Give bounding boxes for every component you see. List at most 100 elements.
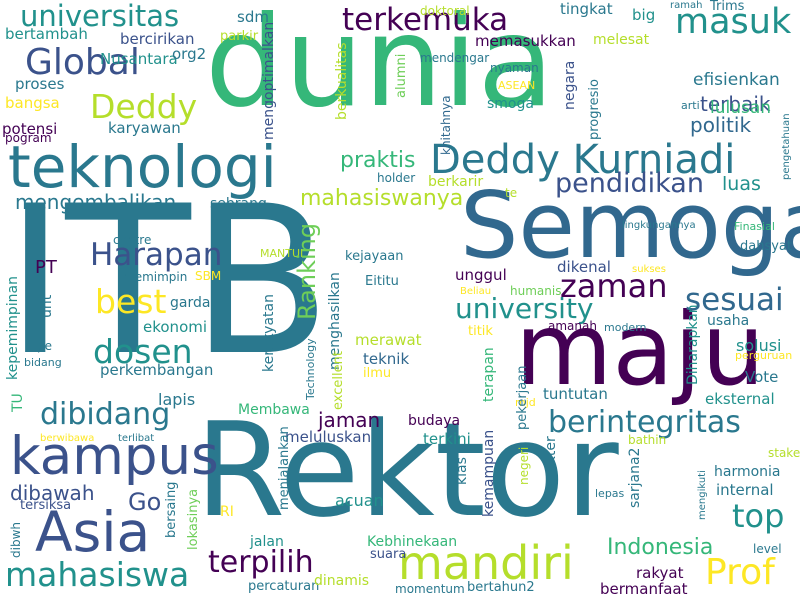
word-rektor: Rektor [195,394,619,546]
word-terpilih: terpilih [208,545,314,580]
word-top: top [732,497,785,535]
word-efisienkan: efisienkan [693,70,780,90]
word-negeri: negeri [517,446,531,485]
word-best: best [95,282,167,321]
word-menjalankan: menjalankan [277,426,292,510]
word-doktoral: doktoral [420,4,470,18]
word-percaturan: percaturan [248,579,320,594]
word-proses: proses [15,75,65,93]
word-sebrang: sebrang [210,196,267,212]
word-bertambah: bertambah [5,25,88,43]
word-budaya: budaya [408,413,461,429]
word-unggul: unggul [455,266,507,284]
word-dinamis: dinamis [314,573,370,589]
word-bangsa: bangsa [5,94,60,112]
word-holder: holder [377,171,416,185]
word-harapan: Harapan [90,237,223,273]
word-mendengar: mendengar [420,51,490,65]
word-eksternal: eksternal [705,390,775,408]
word-arti: arti [681,99,700,112]
word-zaman: zaman [560,267,668,305]
word-level: level [753,542,782,556]
word-deddy: Deddy [90,87,198,126]
word-klas: klas [454,457,470,485]
word-lulusan: lulusan [710,98,772,118]
word-pogram: pogram [5,131,52,145]
word-mengikuti: mengikuti [697,470,708,520]
word-ekonomi: ekonomi [143,318,208,336]
word-amanah: amanah [548,319,597,333]
word-alumni: alumni [394,53,409,98]
word-karyawan: karyawan [108,119,181,137]
word-finasial: Finasial [734,220,775,233]
word-teknik: teknik [363,350,410,368]
word-dosen: dosen [93,332,193,371]
word-luas: luas [722,173,761,195]
word-praktis: praktis [340,148,416,173]
word-acuan: acuan [335,491,384,510]
word-berintegritas: berintegritas [548,405,741,440]
word-jalan: jalan [250,534,284,550]
word-bidang: bidang [24,356,62,369]
word-rakyat: rakyat [636,564,684,582]
word-unt: unt [39,294,55,318]
word-momentum: momentum [395,582,465,596]
word-bersaing: bersaing [164,481,179,538]
word-kepemimpinan: kepemimpinan [5,276,21,380]
word-mandiri: mandiri [398,536,574,590]
word-dahsyat: dahsyat [740,239,792,254]
word-mahasiswanya: mahasiswanya [300,186,464,211]
word-mengoptimalkan: mengoptimalkan [261,21,277,140]
word-sesuai: sesuai [685,282,784,318]
word-indonesia: Indonesia [607,535,714,560]
word-bercirikan: bercirikan [120,30,195,48]
word-berwibawa: berwibawa [40,433,95,444]
word-membawa: Membawa [238,402,310,418]
word-jaman: jaman [318,408,381,432]
word-technology: Technology [304,338,317,400]
word-perkembangan: perkembangan [100,361,214,379]
word-garda: garda [170,295,211,311]
word-pengetahuan: pengetahuan [781,113,792,180]
word-perguruan: perguruan [735,349,793,362]
word-progresio: progresio [587,79,602,140]
word-asean: ASEAN [498,79,536,92]
word-parkir: parkir [220,29,259,44]
word-dibawah: dibawah [10,481,95,505]
word-terbaik: terbaik [700,92,771,116]
word-lingkungannya: lingkungannya [622,220,696,231]
word-beliau: Beliau [460,286,492,297]
word-lokasinya: lokasinya [186,488,201,550]
word-masuk: masuk [675,2,792,42]
word-khitahnya: khitahnya [439,95,453,155]
word-big: big [632,6,656,24]
word-lapis: lapis [158,390,196,409]
word-berkualitas: berkualitas [334,42,350,120]
word-maju: maju [515,291,765,408]
word-terlibat: terlibat [118,433,155,444]
word-harmonia: harmonia [714,464,781,480]
word-potensi: potensi [2,120,58,138]
word-trims: Trims [710,0,745,14]
word-deddy-kurniadi: Deddy Kurniadi [430,137,736,183]
word-suara: suara [370,547,407,562]
word-bermanfaat: bermanfaat [600,580,688,598]
word-sukses: sukses [632,264,666,275]
word-stake: stake [768,446,800,460]
word-go: Go [128,488,162,516]
word-excellent: excellent [331,351,346,410]
word-meluluskan: meluluskan [285,428,372,446]
word-universitas: universitas [20,0,180,33]
word-modern: modern [604,321,647,334]
word-diharapkan: Diharapkan [685,304,701,385]
word-kemampuan: kemampuan [481,429,497,517]
word-centre: centre [113,233,152,247]
word-itb: ITB [5,163,332,401]
word-politik: politik [690,113,752,137]
word-pekerjaan: pekerjaan [515,365,530,430]
word-berkarir: berkarir [428,174,484,190]
word-dibidang: dibidang [40,397,171,432]
word-mantul: MANTUL [260,247,307,260]
word-kejayaan: kejayaan [345,249,404,264]
